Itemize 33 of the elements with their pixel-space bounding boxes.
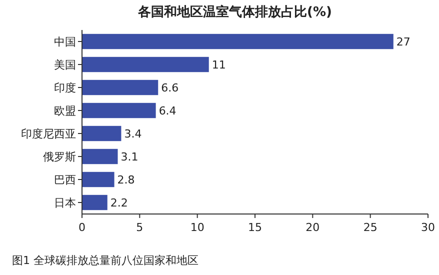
x-tick-label: 20 [306, 221, 320, 234]
bar [82, 80, 158, 96]
x-tick-label: 15 [248, 221, 262, 234]
data-label: 3.4 [124, 128, 142, 140]
x-tick-label: 5 [136, 221, 144, 234]
x-tick-label: 10 [190, 221, 204, 234]
data-label: 3.1 [120, 150, 138, 164]
bar [82, 126, 122, 142]
y-tick-label: 印度 [54, 82, 76, 94]
bar [82, 34, 394, 50]
bar [82, 102, 156, 118]
y-tick-label: 中国 [54, 36, 76, 48]
y-tick-label: 俄罗斯 [43, 150, 76, 164]
x-tick-label: 25 [363, 221, 378, 234]
bar [82, 56, 209, 72]
y-tick-label: 巴西 [54, 174, 76, 186]
data-label: 2.2 [110, 196, 128, 210]
caption: 图1 全球碳排放总量前八位国家和地区 [12, 254, 198, 267]
bar [82, 148, 118, 164]
data-label: 6.6 [161, 82, 179, 94]
y-tick-label: 欧盟 [54, 104, 76, 118]
data-label: 6.4 [158, 104, 176, 118]
data-label: 2.8 [117, 174, 135, 186]
x-tick-label: 30 [421, 221, 435, 234]
bar [82, 172, 114, 188]
chart-title: 各国和地区温室气体排放占比(%) [137, 4, 332, 20]
x-tick-label: 0 [78, 221, 86, 234]
y-tick-label: 印度尼西亚 [21, 128, 76, 140]
bar [82, 194, 108, 210]
y-tick-label: 日本 [54, 196, 76, 210]
y-tick-label: 美国 [54, 58, 76, 72]
data-label: 27 [396, 36, 410, 48]
data-label: 11 [212, 58, 226, 72]
